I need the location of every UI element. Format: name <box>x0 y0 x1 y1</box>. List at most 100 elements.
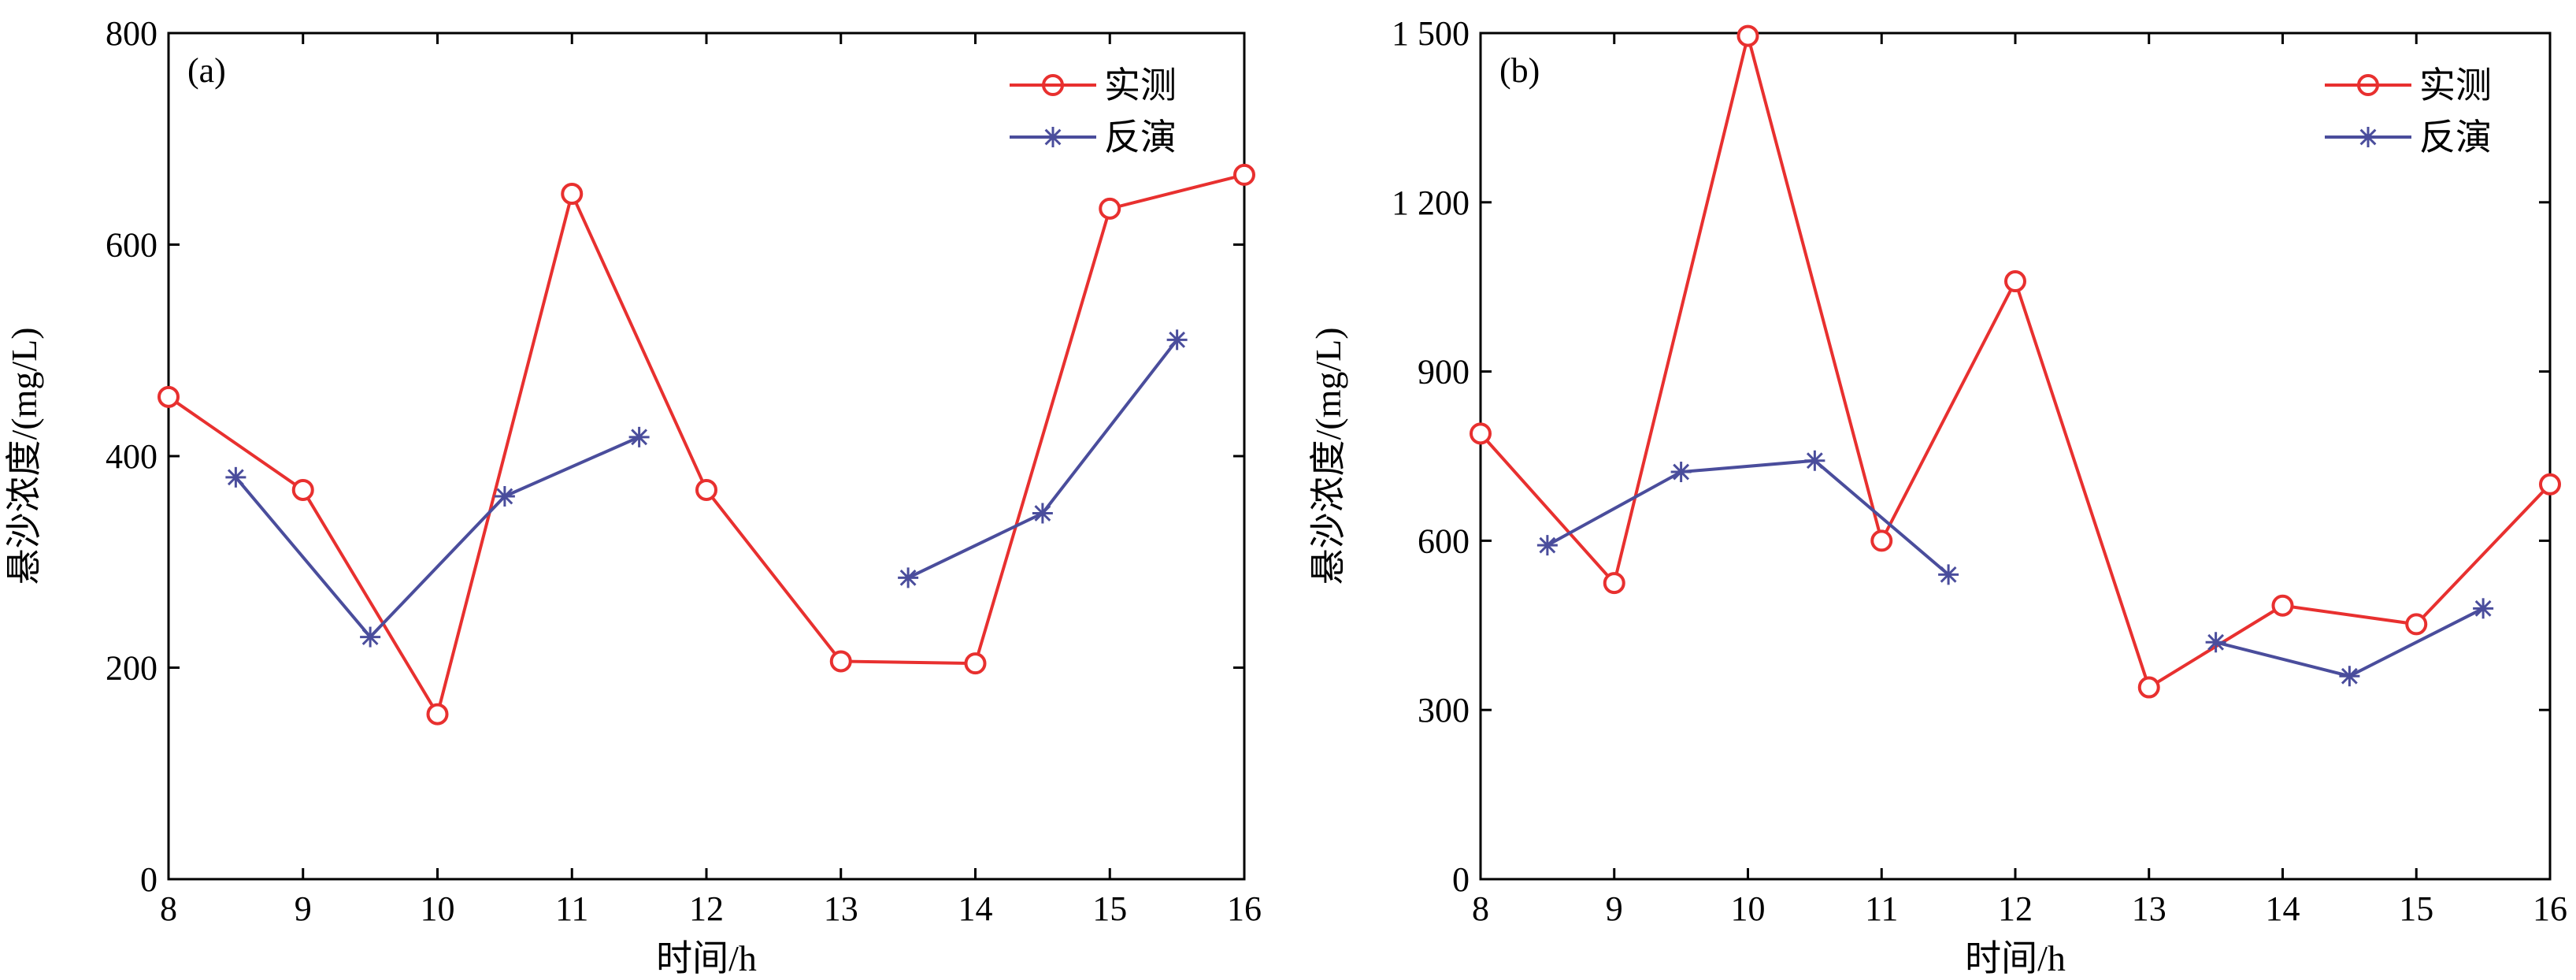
asterisk-stroke <box>631 429 648 446</box>
data-point-inverted <box>2205 632 2226 653</box>
asterisk-stroke <box>1940 566 1957 583</box>
x-tick-label: 8 <box>160 889 177 928</box>
legend-entry-inverted-a: 反演 <box>1010 117 1177 158</box>
plot-frame-a <box>167 32 1246 881</box>
series-line-inverted <box>907 339 1179 580</box>
asterisk-stroke <box>1539 536 1556 554</box>
data-point-measured <box>1603 572 1625 595</box>
asterisk-stroke <box>2207 633 2225 651</box>
y-tick-label: 300 <box>1418 691 1470 729</box>
x-tick-label: 9 <box>1606 889 1623 928</box>
y-axis-label-a: 悬沙浓度/(mg/L) <box>4 327 44 585</box>
legend-b: 实测 反演 <box>2325 65 2492 158</box>
x-tick-label: 11 <box>555 889 588 928</box>
legend-marker-inverted-a <box>1043 127 1063 147</box>
asterisk-stroke <box>899 569 917 586</box>
series-line-inverted <box>1546 458 1950 576</box>
data-point-measured <box>2539 473 2561 496</box>
y-tick-label: 1 200 <box>1392 184 1470 222</box>
x-tick-label: 16 <box>1227 889 1262 928</box>
data-point-inverted <box>1032 503 1053 524</box>
data-point-inverted <box>1938 564 1959 585</box>
x-axis-label-a: 时间/h <box>656 938 757 978</box>
y-tick-label: 0 <box>140 860 158 899</box>
x-axis-ticks-a: 8 9 10 11 12 13 14 15 16 <box>160 33 1262 928</box>
data-point-inverted <box>1804 450 1825 471</box>
legend-entry-measured-b: 实测 <box>2325 65 2492 106</box>
data-point-inverted <box>494 486 515 507</box>
x-tick-label: 10 <box>1731 889 1766 928</box>
data-point-measured <box>1233 163 1255 186</box>
data-point-inverted <box>360 626 381 648</box>
x-tick-label: 16 <box>2533 889 2567 928</box>
legend-label-inverted-b: 反演 <box>2419 117 2492 158</box>
asterisk-stroke <box>2359 128 2377 146</box>
series-line-measured <box>1479 35 2552 690</box>
asterisk-stroke <box>2474 600 2492 617</box>
series-layer-b <box>1470 24 2561 699</box>
y-tick-label: 900 <box>1418 353 1470 392</box>
asterisk-stroke <box>1034 505 1051 522</box>
data-point-measured <box>2405 613 2428 636</box>
asterisk-stroke <box>1169 331 1186 348</box>
panel-label-a: (a) <box>187 51 226 90</box>
y-axis-ticks-a: 0 200 400 600 800 <box>106 14 1244 899</box>
legend-asterisk <box>1043 127 1063 147</box>
legend-label-measured-b: 实测 <box>2419 65 2492 106</box>
x-tick-label: 11 <box>1865 889 1898 928</box>
y-tick-label: 1 500 <box>1392 14 1470 53</box>
legend-marker-measured-b <box>2357 74 2379 96</box>
data-point-measured <box>1736 24 1759 47</box>
asterisk-stroke <box>496 488 513 505</box>
y-axis-ticks-b: 0 300 600 900 1 200 1 500 <box>1392 14 2550 899</box>
asterisk-stroke <box>1044 128 1062 146</box>
asterisk-stroke <box>2341 667 2358 685</box>
data-point-inverted <box>225 466 246 488</box>
x-axis-ticks-b: 8 9 10 11 12 13 14 15 16 <box>1472 33 2567 928</box>
x-tick-label: 15 <box>2399 889 2433 928</box>
legend-entry-inverted-b: 反演 <box>2325 117 2492 158</box>
data-point-measured <box>158 385 180 408</box>
y-tick-label: 600 <box>1418 522 1470 560</box>
data-point-measured <box>695 478 717 501</box>
series-line-inverted <box>234 436 640 640</box>
x-axis-label-b: 时间/h <box>1965 938 2066 978</box>
panel-b: 8 9 10 11 12 13 14 15 16 0 300 600 900 1 200 1 500 (b… <box>1308 14 2567 978</box>
y-tick-label: 0 <box>1452 860 1470 899</box>
legend-label-measured-a: 实测 <box>1104 65 1177 106</box>
legend-entry-measured-a: 实测 <box>1010 65 1177 106</box>
data-point-inverted <box>898 567 919 588</box>
panel-label-b: (b) <box>1499 51 1540 90</box>
data-point-measured <box>1870 529 1893 552</box>
data-point-inverted <box>1166 329 1188 351</box>
series-layer-a <box>158 163 1255 726</box>
panel-a: 8 9 10 11 12 13 14 15 16 0 200 400 600 800 (a) 实测 反演… <box>4 14 1262 978</box>
y-axis-label-b: 悬沙浓度/(mg/L) <box>1308 327 1348 585</box>
x-tick-label: 12 <box>689 889 724 928</box>
data-point-measured <box>1470 422 1492 445</box>
data-point-inverted <box>2473 598 2494 619</box>
x-tick-label: 9 <box>295 889 312 928</box>
data-point-measured <box>2271 594 2294 617</box>
data-point-measured <box>1099 197 1121 220</box>
x-tick-label: 13 <box>2132 889 2166 928</box>
y-tick-label: 600 <box>106 226 158 265</box>
x-tick-label: 12 <box>1998 889 2033 928</box>
data-point-inverted <box>2339 666 2360 687</box>
y-tick-label: 800 <box>106 14 158 53</box>
series-line-measured <box>167 173 1245 718</box>
y-tick-label: 400 <box>106 437 158 476</box>
data-point-measured <box>426 703 449 726</box>
y-tick-label: 200 <box>106 649 158 688</box>
legend-label-inverted-a: 反演 <box>1104 117 1177 158</box>
legend-marker-measured-a <box>1042 74 1064 96</box>
data-point-measured <box>829 650 852 673</box>
x-tick-label: 14 <box>958 889 993 928</box>
data-point-measured <box>2004 270 2026 293</box>
asterisk-stroke <box>227 469 244 486</box>
data-point-measured <box>964 652 987 675</box>
asterisk-stroke <box>361 629 379 645</box>
data-point-measured <box>561 183 584 206</box>
legend-marker-inverted-b <box>2358 127 2378 147</box>
